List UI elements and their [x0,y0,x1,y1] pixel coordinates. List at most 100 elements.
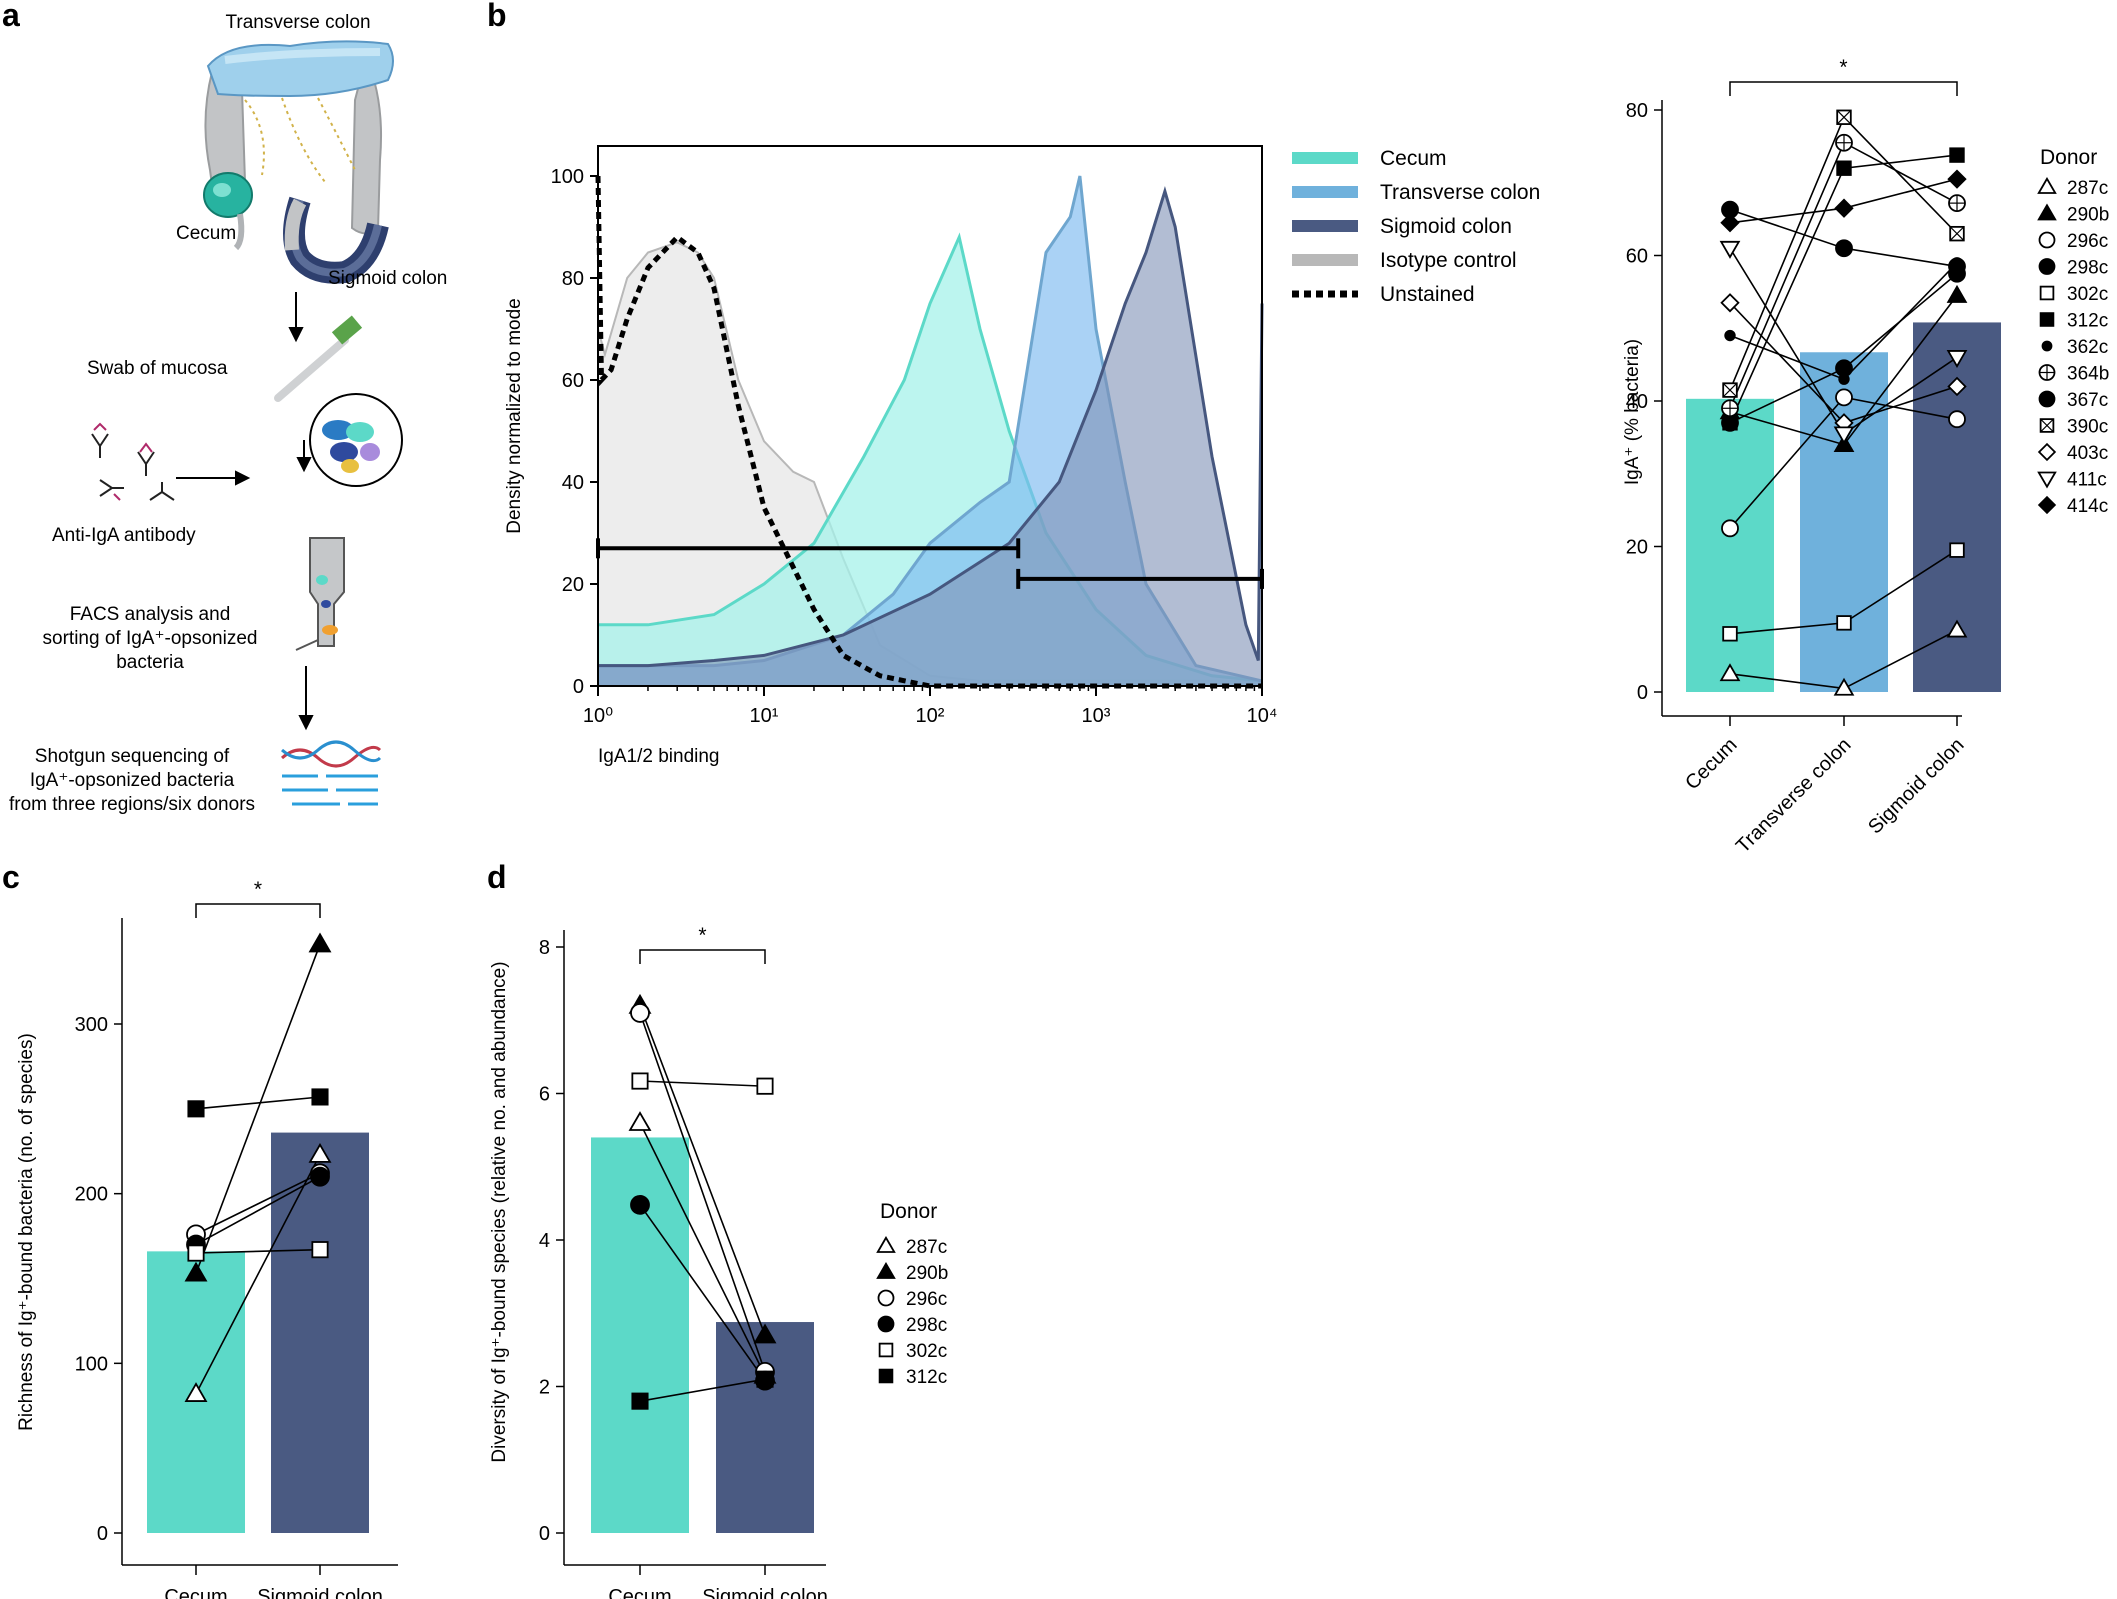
diversity-bar-chart: 0 2 4 6 8 Cecum Sigmoid colon * [539,924,828,1599]
donor-point-390c [1722,382,1738,398]
richness-ylabel: Richness of Ig⁺-bound bacteria (no. of s… [16,1033,37,1431]
donor-marker-287c [308,1142,332,1163]
donor-marker-302c [187,1244,205,1262]
swab-icon [274,315,403,487]
donor-point-403c [2037,442,2057,462]
donor-line-290b [195,944,321,1274]
donor-point-302c [631,1072,649,1090]
donor-marker-362c [1838,373,1850,385]
donor-point-403c [1720,293,1740,313]
donor-point-414c [1720,213,1740,233]
donor-line-298c [639,1204,766,1382]
legend-donor-296c: 296c [2067,231,2108,252]
legend-donor-290b: 290b [906,1263,948,1284]
donor-marker-302c [311,1241,329,1259]
legend-label-transverse-colon: Transverse colon [1380,181,1540,204]
donor-point-367c [1948,257,1966,276]
x-tick-label: 10¹ [750,705,779,727]
donor-marker-302c [1722,626,1738,642]
donor-point-411c [2037,471,2057,489]
bar-sigmoid-colon [271,1132,369,1533]
donor-marker-302c [1949,542,1965,558]
donor-line-287c [195,1154,321,1395]
x-tick-label: 10² [916,705,945,727]
histogram-fill-isotype-control [598,242,1262,687]
legend-donor-312c: 312c [906,1367,947,1388]
histogram-ylabel: Density normalized to mode [504,298,525,534]
donor-point-290b [876,1261,896,1279]
donor-marker-411c [1833,426,1855,445]
legend-donor-298c: 298c [906,1315,947,1336]
diversity-donor-legend-title: Donor [880,1200,937,1223]
panel-label-c: c [2,859,20,895]
donor-marker-312c [1836,160,1852,176]
donor-marker-290b [308,932,332,953]
legend-donor-302c: 302c [906,1341,947,1362]
donor-marker-411c [2037,471,2057,489]
histogram-axes: 0 20 40 60 80 100 10⁰ 10¹ 10² 10³ 10⁴ [551,166,1278,727]
donor-point-414c [1947,169,1967,189]
diversity-ylabel: Diversity of Ig⁺-bound species (relative… [489,961,510,1462]
donor-marker-367c [1948,257,1966,276]
x-tick-label: 10⁰ [583,705,613,727]
panel-label-b: b [487,0,507,33]
donor-point-364b [1721,399,1739,418]
donor-marker-414c [2037,495,2057,515]
donor-point-367c [1835,239,1853,258]
x-tick-label: Sigmoid colon [702,1586,828,1599]
donor-point-312c [1949,147,1965,163]
donor-point-302c [878,1342,894,1358]
donor-line-312c [639,1378,766,1402]
donor-marker-287c [2037,176,2057,194]
iga-donor-legend-title: Donor [2040,146,2097,169]
facs-icon [295,537,345,651]
donor-marker-298c [630,1194,650,1215]
donor-point-362c [1838,373,1850,385]
dna-icon [281,740,382,806]
y-tick-label: 200 [75,1184,108,1206]
legend-donor-312c: 312c [2067,311,2108,332]
y-tick-label: 100 [75,1353,108,1375]
legend-donor-403c: 403c [2067,443,2108,464]
iga-donor-legend: 287c 290b 296c 298c 302c 312c 362c 364b 367c 390c… [2037,176,2109,517]
donor-point-287c [2037,176,2057,194]
donor-marker-296c [877,1289,895,1307]
donor-point-302c [1836,615,1852,631]
donor-marker-296c [1835,388,1853,407]
donor-point-364b [1948,194,1966,213]
donor-marker-298c [877,1315,895,1333]
donor-point-287c [1833,677,1855,696]
donor-marker-302c [631,1072,649,1090]
donor-marker-312c [631,1392,649,1410]
y-tick-label: 40 [1626,391,1648,413]
donor-marker-367c [2038,390,2056,408]
donor-marker-312c [1722,415,1738,431]
seq-label-line2: IgA⁺-opsonized bacteria [30,770,235,791]
donor-point-312c [878,1368,894,1384]
donor-line-298c [195,1175,321,1246]
panel-label-d: d [487,859,507,895]
donor-point-296c [1835,388,1853,407]
donor-point-296c [877,1289,895,1307]
donor-marker-290b [753,1323,777,1344]
legend-donor-414c: 414c [2067,496,2108,517]
swab-label: Swab of mucosa [87,358,228,379]
donor-marker-298c [310,1166,330,1187]
significance-bracket [195,903,321,918]
legend-label-sigmoid-colon: Sigmoid colon [1380,215,1512,238]
y-tick-label: 0 [97,1523,108,1545]
histogram-areas [595,175,1264,689]
donor-point-302c [311,1241,329,1259]
workflow-arrows [176,292,314,731]
donor-point-390c [1949,225,1965,242]
panel-a: a Transverse colon Cecum Sigmoid colon [2,0,447,815]
donor-point-302c [187,1244,205,1262]
donor-point-411c [1833,426,1855,445]
donor-marker-290b [2037,203,2057,221]
legend-donor-367c: 367c [2067,390,2108,411]
sigmoid-colon-schematic-label: Sigmoid colon [328,268,447,289]
donor-line-302c [195,1248,321,1254]
donor-point-290b [308,932,332,953]
legend-label-cecum: Cecum [1380,147,1447,170]
